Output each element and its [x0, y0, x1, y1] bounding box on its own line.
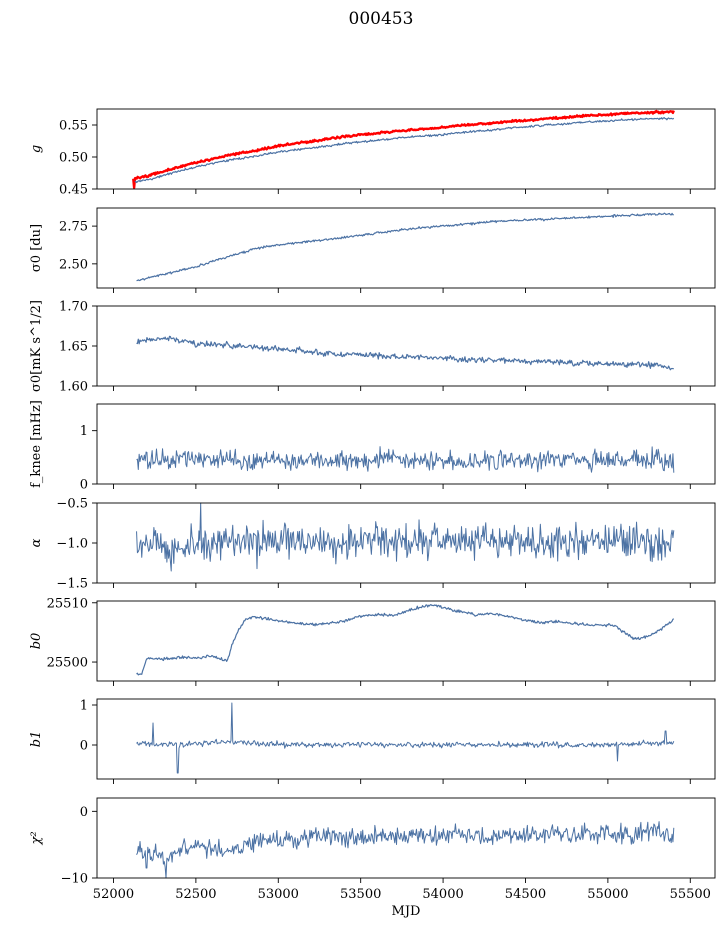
panel-sigma0-du: 2.50 2.75 σ0 [du]: [29, 207, 716, 293]
ytick-label-b1: 0: [80, 739, 88, 754]
panels-group: 0.45 0.50 0.55 g 2.50 2.75 σ0 [du] 1.60 1.65 1.70…: [29, 108, 716, 919]
xtick-label: 52000: [93, 887, 134, 902]
panel-sigma0-mk: 1.60 1.65 1.70 σ0[mK s^1/2]: [29, 300, 716, 395]
xtick-label: 55500: [670, 887, 711, 902]
ylabel-b0: b0: [29, 633, 44, 650]
ylabel-sigma0-du: σ0 [du]: [29, 224, 44, 272]
series-line-chi2-0: [136, 821, 675, 879]
ylabel-chi2: χ²: [29, 831, 44, 845]
panel-b0: 25500 25510 b0: [29, 596, 716, 686]
xtick-label: 54500: [505, 887, 546, 902]
ytick-label-chi2: 0: [80, 805, 88, 820]
ylabel-fknee: f_knee [mHz]: [29, 400, 44, 488]
panel-chi2: −10 0 χ² 52000 52500 53000 53500 54000 54500 5500…: [29, 797, 716, 919]
ylabel-g: g: [29, 145, 44, 153]
ytick-label-sigma0-mk: 1.70: [59, 300, 88, 315]
xtick-label: 53500: [340, 887, 381, 902]
ytick-label-fknee: 1: [80, 424, 88, 439]
xtick-label: 55000: [587, 887, 628, 902]
ytick-label-alpha: −0.5: [56, 497, 88, 512]
ytick-label-sigma0-mk: 1.65: [59, 340, 88, 355]
ytick-label-g: 0.45: [59, 183, 88, 198]
ytick-label-sigma0-du: 2.50: [59, 257, 88, 272]
ylabel-sigma0-mk: σ0[mK s^1/2]: [29, 300, 44, 392]
axes-frame-g: [96, 108, 716, 190]
ytick-label-sigma0-mk: 1.60: [59, 380, 88, 395]
ylabel-alpha: α: [29, 538, 44, 547]
series-line-alpha-0: [136, 502, 675, 572]
series-line-b1-0: [136, 702, 675, 774]
series-line-sigma0-mk-0: [136, 335, 674, 371]
axes-frame-sigma0-mk: [96, 305, 716, 387]
xtick-label: 54000: [422, 887, 463, 902]
ytick-label-alpha: −1.0: [56, 537, 88, 552]
series-line-sigma0-du-0: [136, 212, 674, 282]
xtick-label: 52500: [175, 887, 216, 902]
axes-frame-sigma0-du: [96, 207, 716, 289]
ytick-label-b0: 25500: [47, 656, 88, 671]
series-line-g-1: [134, 117, 675, 184]
axes-frame-b0: [96, 600, 716, 682]
ytick-label-fknee: 0: [80, 478, 88, 493]
ytick-label-g: 0.55: [59, 119, 88, 134]
axes-frame-fknee: [96, 403, 716, 485]
xlabel-mjd: MJD: [392, 904, 421, 919]
series-line-b0-0: [136, 604, 675, 676]
panel-alpha: −1.5 −1.0 −0.5 α: [29, 497, 716, 592]
ylabel-b1: b1: [29, 731, 44, 748]
panel-b1: 0 1 b1: [29, 698, 716, 784]
panel-fknee: 0 1 f_knee [mHz]: [29, 400, 716, 493]
ytick-label-b0: 25510: [47, 596, 88, 611]
axes-frame-b1: [96, 698, 716, 780]
axes-frame-chi2: [96, 797, 716, 879]
xtick-label: 53000: [258, 887, 299, 902]
ytick-label-sigma0-du: 2.75: [59, 220, 88, 235]
ytick-label-g: 0.50: [59, 151, 88, 166]
series-line-g-0: [132, 109, 675, 189]
ytick-label-alpha: −1.5: [56, 577, 88, 592]
series-line-fknee-0: [136, 446, 675, 473]
ytick-label-chi2: −10: [61, 872, 88, 887]
figure-title: 000453: [349, 9, 414, 29]
panel-g: 0.45 0.50 0.55 g: [29, 108, 716, 198]
ytick-label-b1: 1: [80, 699, 88, 714]
